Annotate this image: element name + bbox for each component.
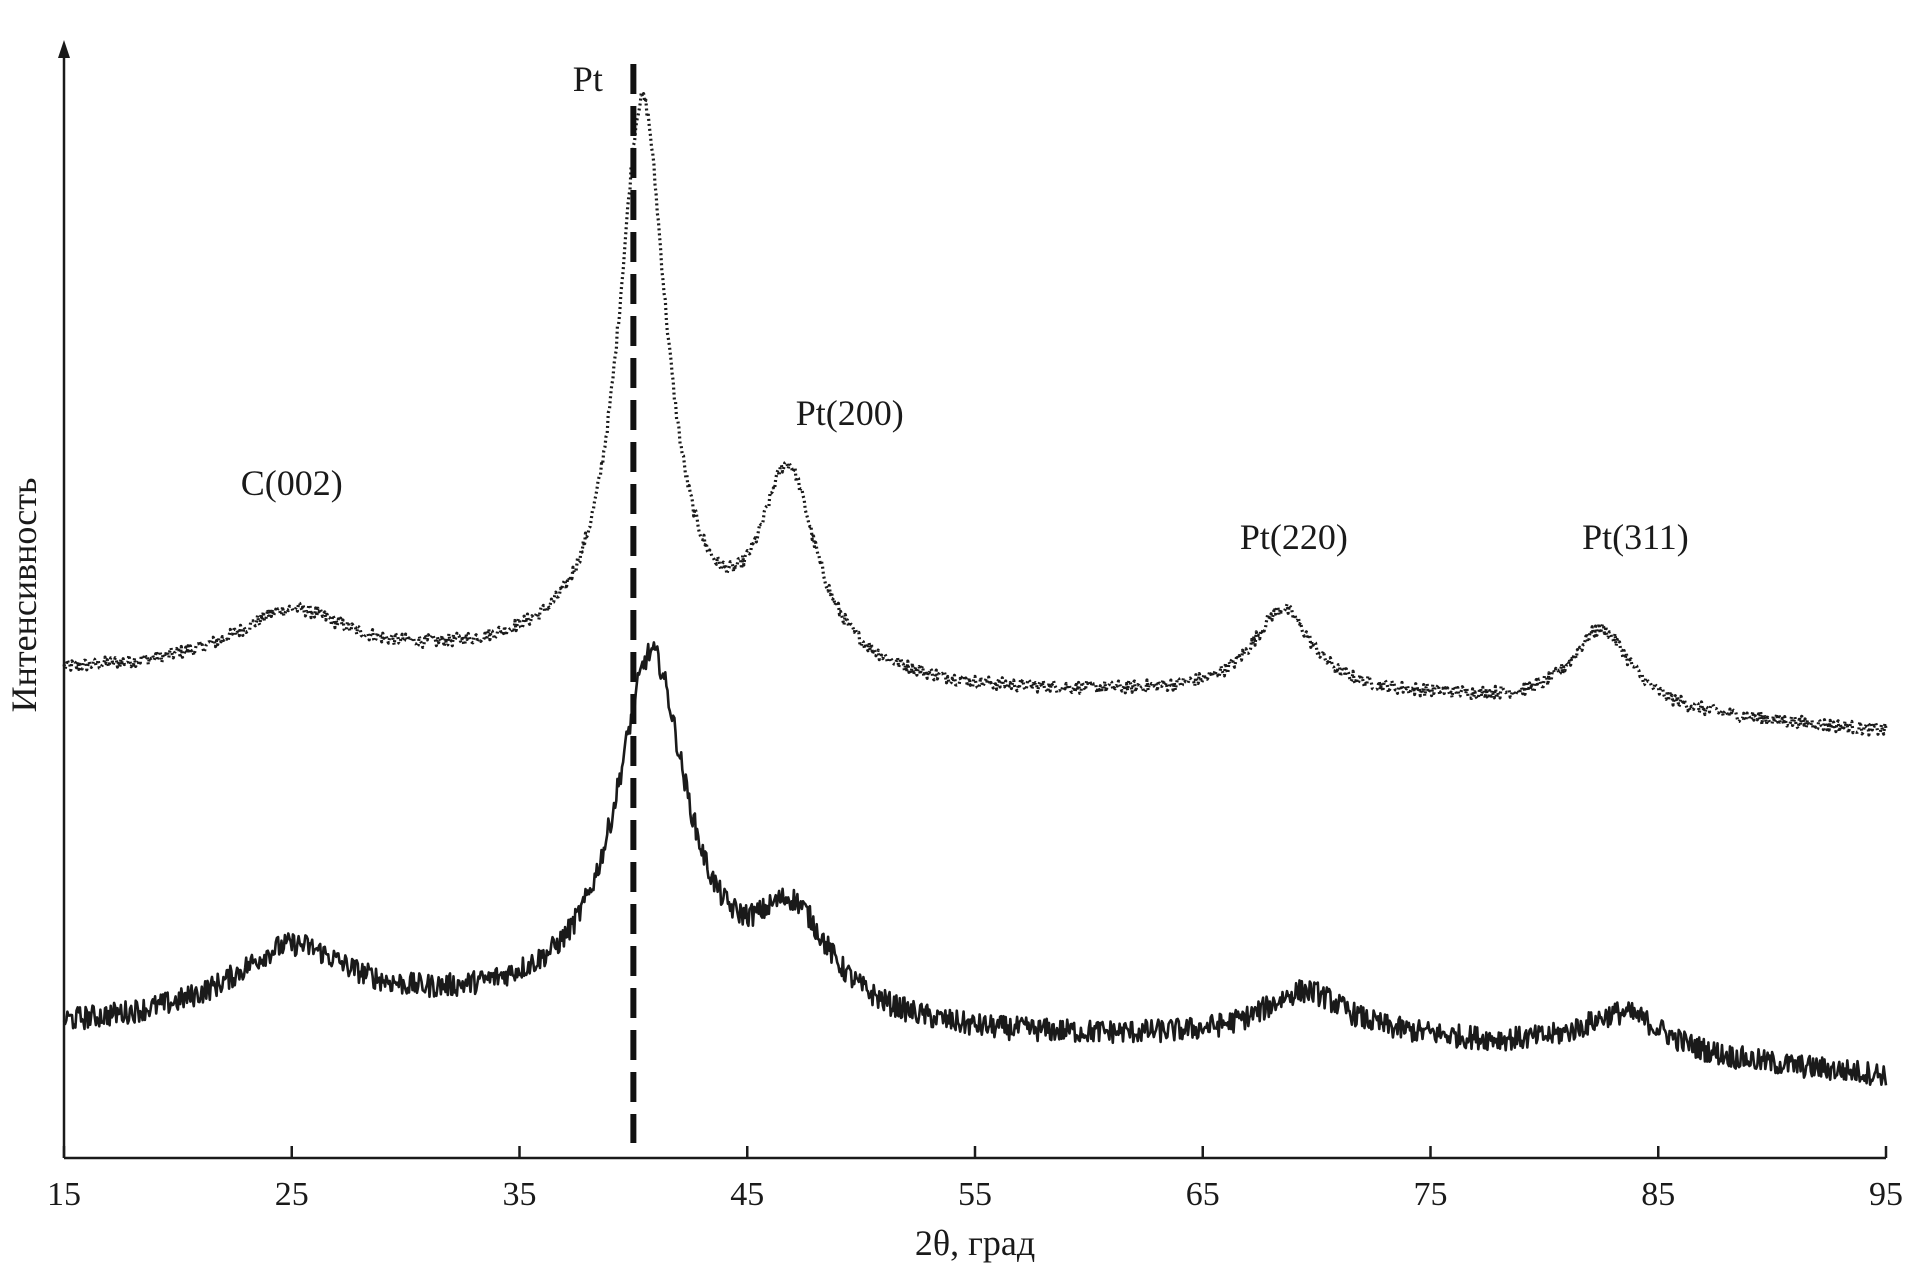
peak-label: Pt(311)	[1582, 517, 1689, 557]
peak-label: Pt	[573, 59, 603, 99]
plot-lines	[62, 90, 1888, 1086]
series-line-1	[62, 90, 1888, 737]
x-tick-label: 75	[1414, 1176, 1448, 1213]
axes	[58, 40, 1886, 1160]
x-tick-label: 15	[47, 1176, 81, 1213]
y-axis-arrow-icon	[58, 40, 70, 58]
x-ticks: 15 25 35 45 55 65 75 85 95	[47, 1146, 1903, 1213]
peak-label: C(002)	[241, 463, 343, 503]
x-axis-title: 2θ, град	[915, 1223, 1035, 1263]
x-tick-label: 25	[275, 1176, 309, 1213]
peak-label: Pt(220)	[1240, 517, 1348, 557]
peak-label: Pt(200)	[796, 393, 904, 433]
x-tick-label: 85	[1641, 1176, 1675, 1213]
x-tick-label: 35	[503, 1176, 537, 1213]
x-tick-label: 45	[730, 1176, 764, 1213]
x-tick-label: 65	[1186, 1176, 1220, 1213]
x-tick-label: 95	[1869, 1176, 1903, 1213]
y-axis-title: Интенсивность	[4, 478, 44, 713]
peak-labels: C(002)Pt(111)Pt(200)Pt(220)Pt(311)Pt	[241, 59, 1689, 557]
series-line-2	[62, 641, 1888, 1086]
x-tick-label: 55	[958, 1176, 992, 1213]
